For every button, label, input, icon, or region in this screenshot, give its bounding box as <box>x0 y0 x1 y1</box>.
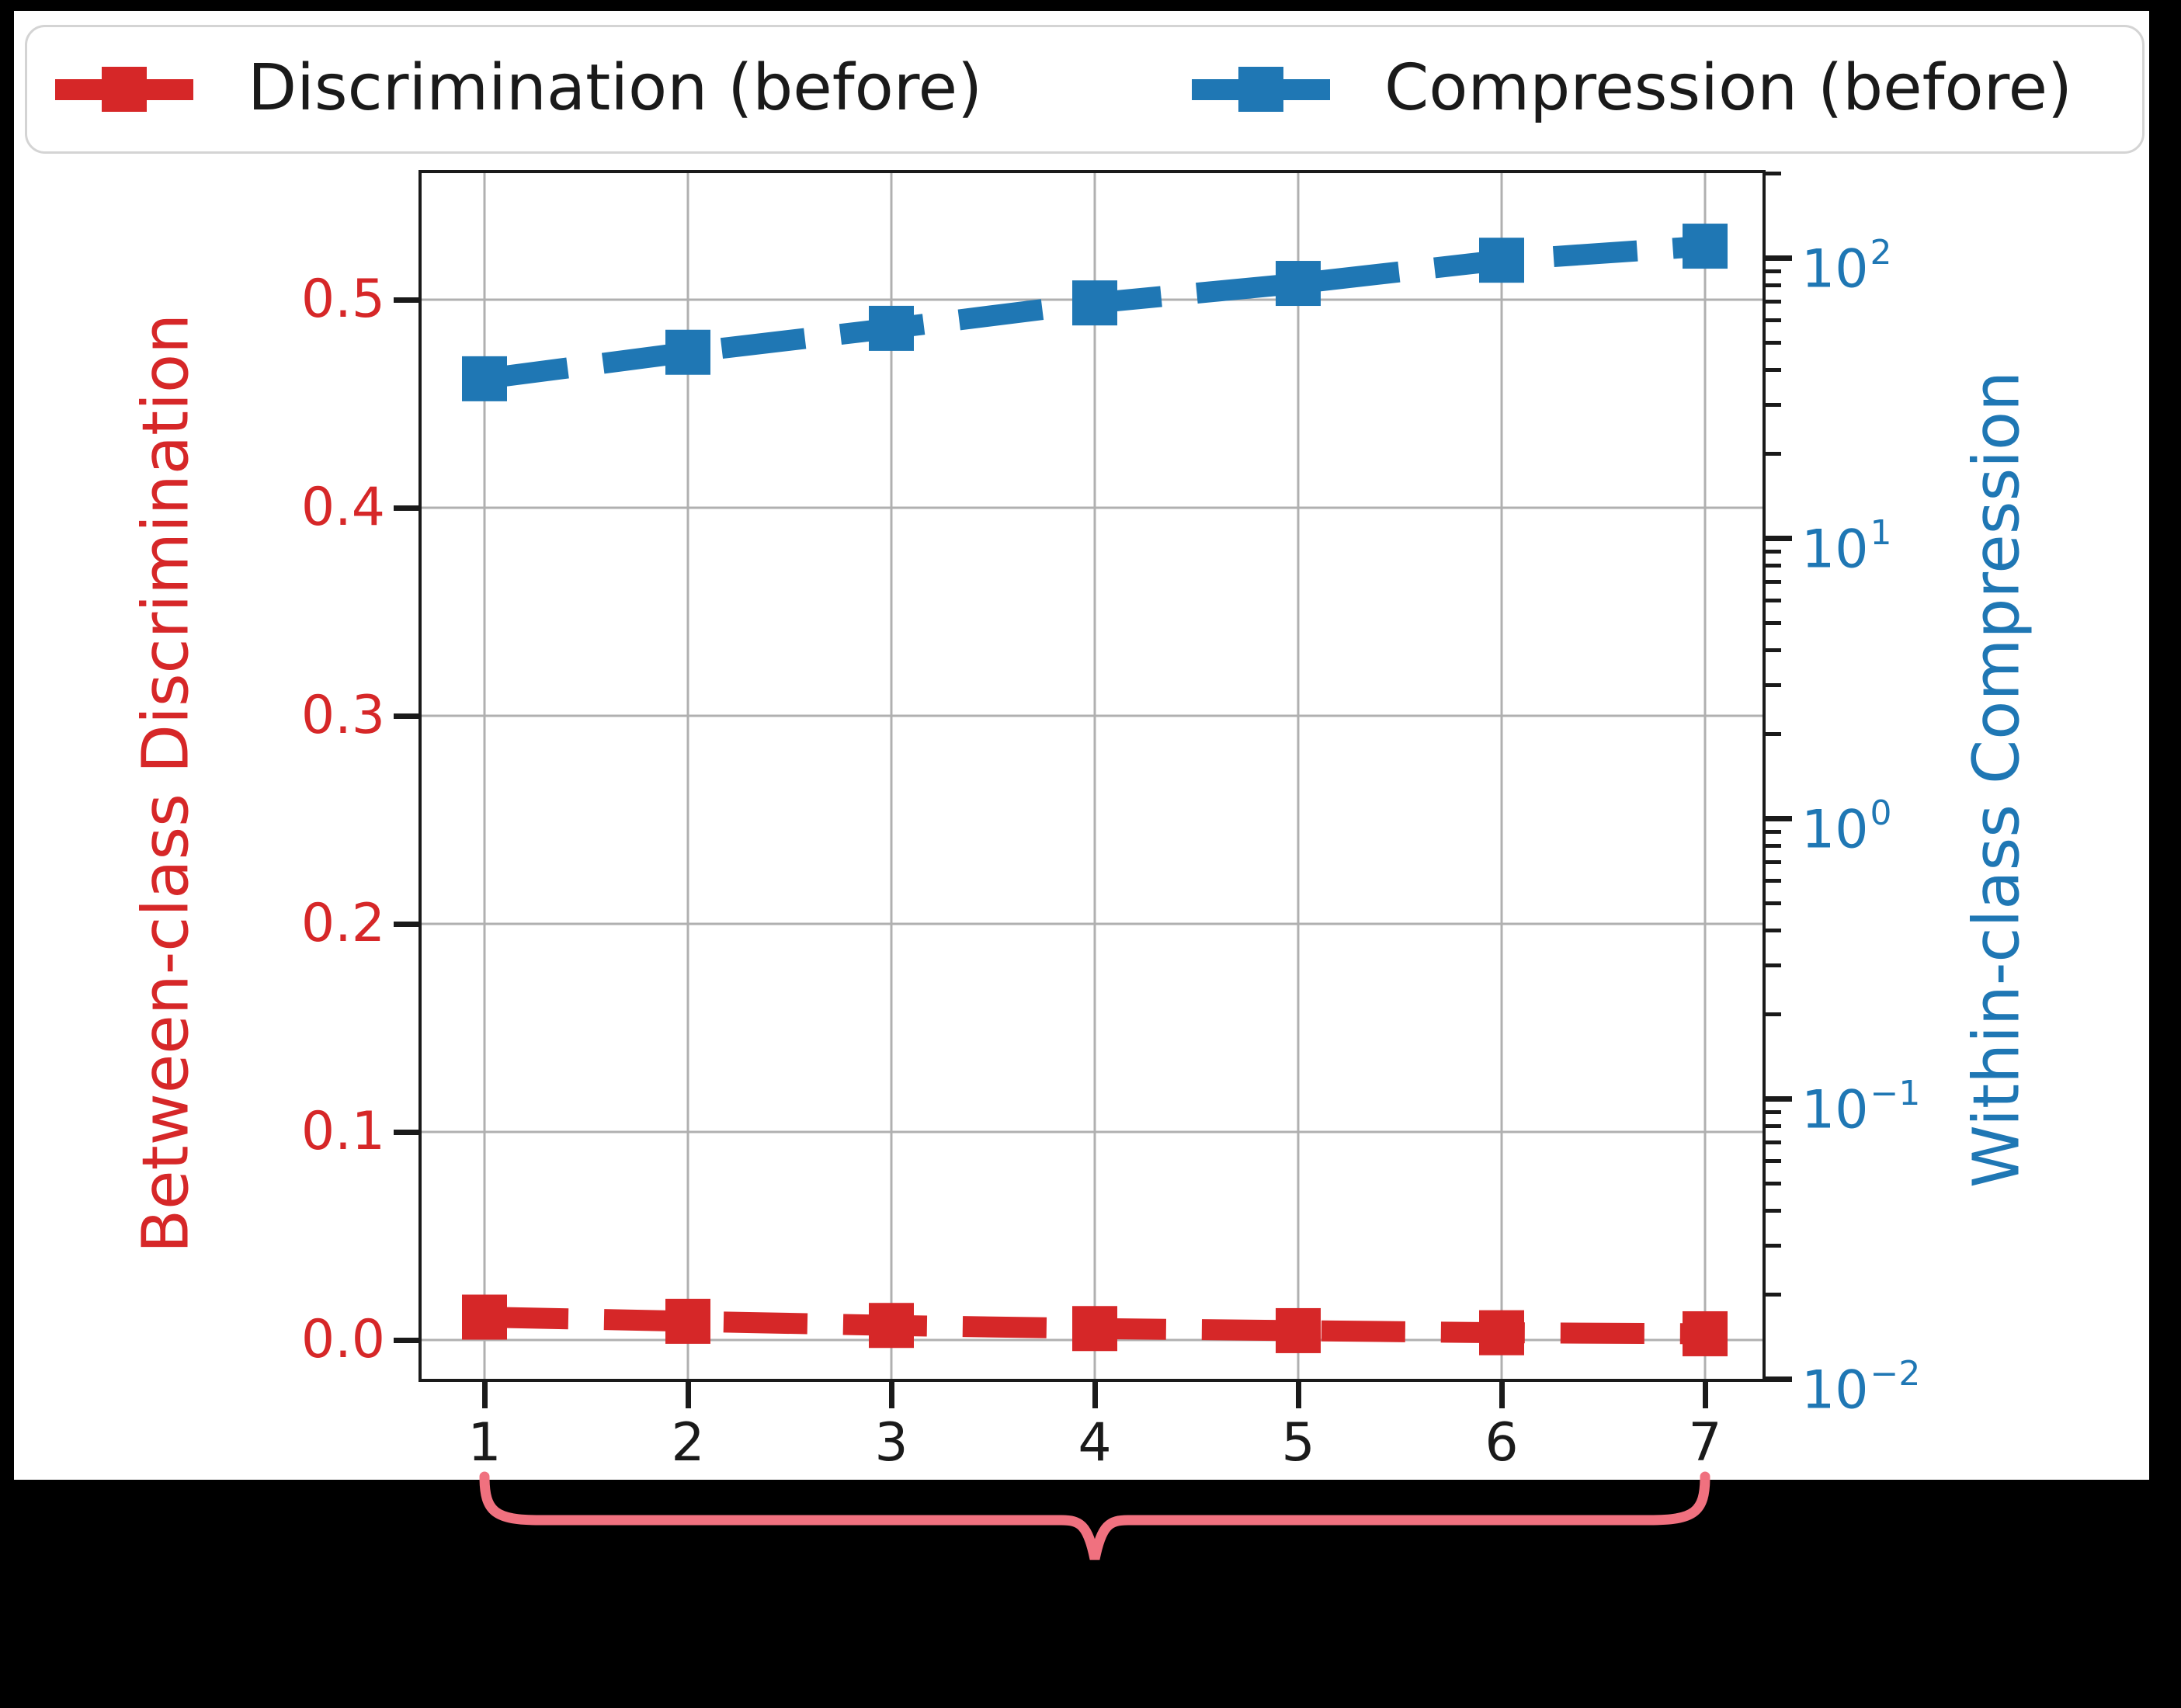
square-marker <box>1276 261 1321 307</box>
right-minor-tick-mark <box>1766 1243 1781 1248</box>
right-minor-tick-mark <box>1766 1140 1781 1144</box>
x-tick-mark <box>1499 1382 1505 1408</box>
right-minor-tick-mark <box>1766 563 1781 568</box>
x-tick-label: 3 <box>874 1412 908 1474</box>
right-tick-mark <box>1766 1376 1792 1382</box>
legend-label-discrimination: Discrimination (before) <box>248 51 983 125</box>
x-tick-mark <box>1296 1382 1301 1408</box>
square-marker <box>665 329 710 375</box>
right-minor-tick-mark <box>1766 928 1781 932</box>
left-tick-label: 0.1 <box>300 1101 385 1162</box>
right-minor-tick-mark <box>1766 620 1781 625</box>
right-minor-tick-mark <box>1766 732 1781 737</box>
right-minor-tick-mark <box>1766 579 1781 584</box>
figure-canvas: Discrimination (before) Compression (bef… <box>14 11 2149 1480</box>
right-minor-tick-mark <box>1766 901 1781 905</box>
left-tick-mark <box>394 1130 418 1135</box>
right-tick-label: 10−1 <box>1801 1074 1921 1141</box>
square-marker <box>1479 1310 1524 1356</box>
x-tick-mark <box>686 1382 691 1408</box>
right-minor-tick-mark <box>1766 963 1781 967</box>
right-minor-tick-mark <box>1766 599 1781 603</box>
right-minor-tick-mark <box>1766 843 1781 848</box>
square-marker <box>869 1303 914 1349</box>
x-tick-label: 6 <box>1485 1412 1519 1474</box>
x-tick-label: 1 <box>467 1412 502 1474</box>
right-minor-tick-mark <box>1766 647 1781 652</box>
square-marker <box>1683 224 1728 269</box>
right-minor-tick-mark <box>1766 1181 1781 1186</box>
left-tick-mark <box>394 713 418 719</box>
right-tick-mark <box>1766 816 1792 821</box>
data-series-layer <box>462 224 1728 1356</box>
left-tick-label: 0.5 <box>300 269 385 330</box>
right-minor-tick-mark <box>1766 549 1781 554</box>
right-tick-label: 10−2 <box>1801 1354 1921 1422</box>
right-minor-tick-mark <box>1766 829 1781 834</box>
square-marker <box>1479 238 1524 283</box>
right-minor-tick-mark <box>1766 879 1781 884</box>
square-marker <box>1072 280 1117 326</box>
right-tick-label: 100 <box>1801 793 1892 861</box>
left-tick-mark <box>394 505 418 511</box>
right-tick-label: 102 <box>1801 233 1892 300</box>
right-minor-tick-mark <box>1766 269 1781 273</box>
right-minor-tick-mark <box>1766 402 1781 407</box>
left-tick-mark <box>394 297 418 303</box>
square-marker <box>665 1298 710 1344</box>
right-minor-tick-mark <box>1766 452 1781 457</box>
square-marker <box>462 356 507 401</box>
right-minor-tick-mark <box>1766 340 1781 345</box>
x-tick-label: 2 <box>671 1412 705 1474</box>
square-marker <box>869 305 914 351</box>
legend-label-compression: Compression (before) <box>1384 51 2073 125</box>
right-minor-tick-mark <box>1766 682 1781 687</box>
left-tick-label: 0.0 <box>300 1309 385 1370</box>
right-tick-mark <box>1766 536 1792 541</box>
right-minor-tick-mark <box>1766 1159 1781 1164</box>
right-minor-tick-mark <box>1766 1012 1781 1017</box>
x-tick-mark <box>889 1382 894 1408</box>
x-tick-label: 4 <box>1078 1412 1112 1474</box>
right-minor-tick-mark <box>1766 318 1781 323</box>
right-minor-tick-mark <box>1766 299 1781 304</box>
x-tick-mark <box>482 1382 488 1408</box>
right-minor-tick-mark <box>1766 1109 1781 1114</box>
x-tick-label: 5 <box>1281 1412 1315 1474</box>
right-minor-tick-mark <box>1766 859 1781 864</box>
right-tick-mark <box>1766 1096 1792 1102</box>
square-marker <box>1072 1306 1117 1352</box>
right-minor-tick-mark <box>1766 1293 1781 1297</box>
curly-brace-path <box>479 1471 1710 1560</box>
left-tick-label: 0.2 <box>300 893 385 954</box>
left-tick-mark <box>394 1338 418 1343</box>
left-axis-title: Between-class Discrimination <box>129 313 203 1254</box>
blue-dashed-line-square-marker-swatch <box>1192 27 1378 151</box>
left-tick-label: 0.4 <box>300 477 385 538</box>
right-minor-tick-mark <box>1766 1123 1781 1128</box>
right-minor-tick-mark <box>1766 283 1781 287</box>
right-tick-label: 101 <box>1801 513 1892 581</box>
right-minor-tick-mark <box>1766 1208 1781 1213</box>
square-marker <box>1683 1311 1728 1356</box>
right-minor-tick-mark <box>1766 172 1781 176</box>
right-axis-title: Within-class Compression <box>1960 370 2034 1189</box>
x-tick-mark <box>1703 1382 1708 1408</box>
left-tick-mark <box>394 922 418 927</box>
x-tick-label: 7 <box>1688 1412 1722 1474</box>
x-tick-mark <box>1092 1382 1098 1408</box>
right-minor-tick-mark <box>1766 367 1781 372</box>
plot-area <box>418 170 1766 1382</box>
right-tick-mark <box>1766 255 1792 261</box>
left-tick-label: 0.3 <box>300 685 385 746</box>
legend: Discrimination (before) Compression (bef… <box>25 25 2145 154</box>
square-marker <box>462 1294 507 1340</box>
square-marker <box>1276 1307 1321 1353</box>
red-dashed-line-square-marker-swatch <box>55 27 241 151</box>
